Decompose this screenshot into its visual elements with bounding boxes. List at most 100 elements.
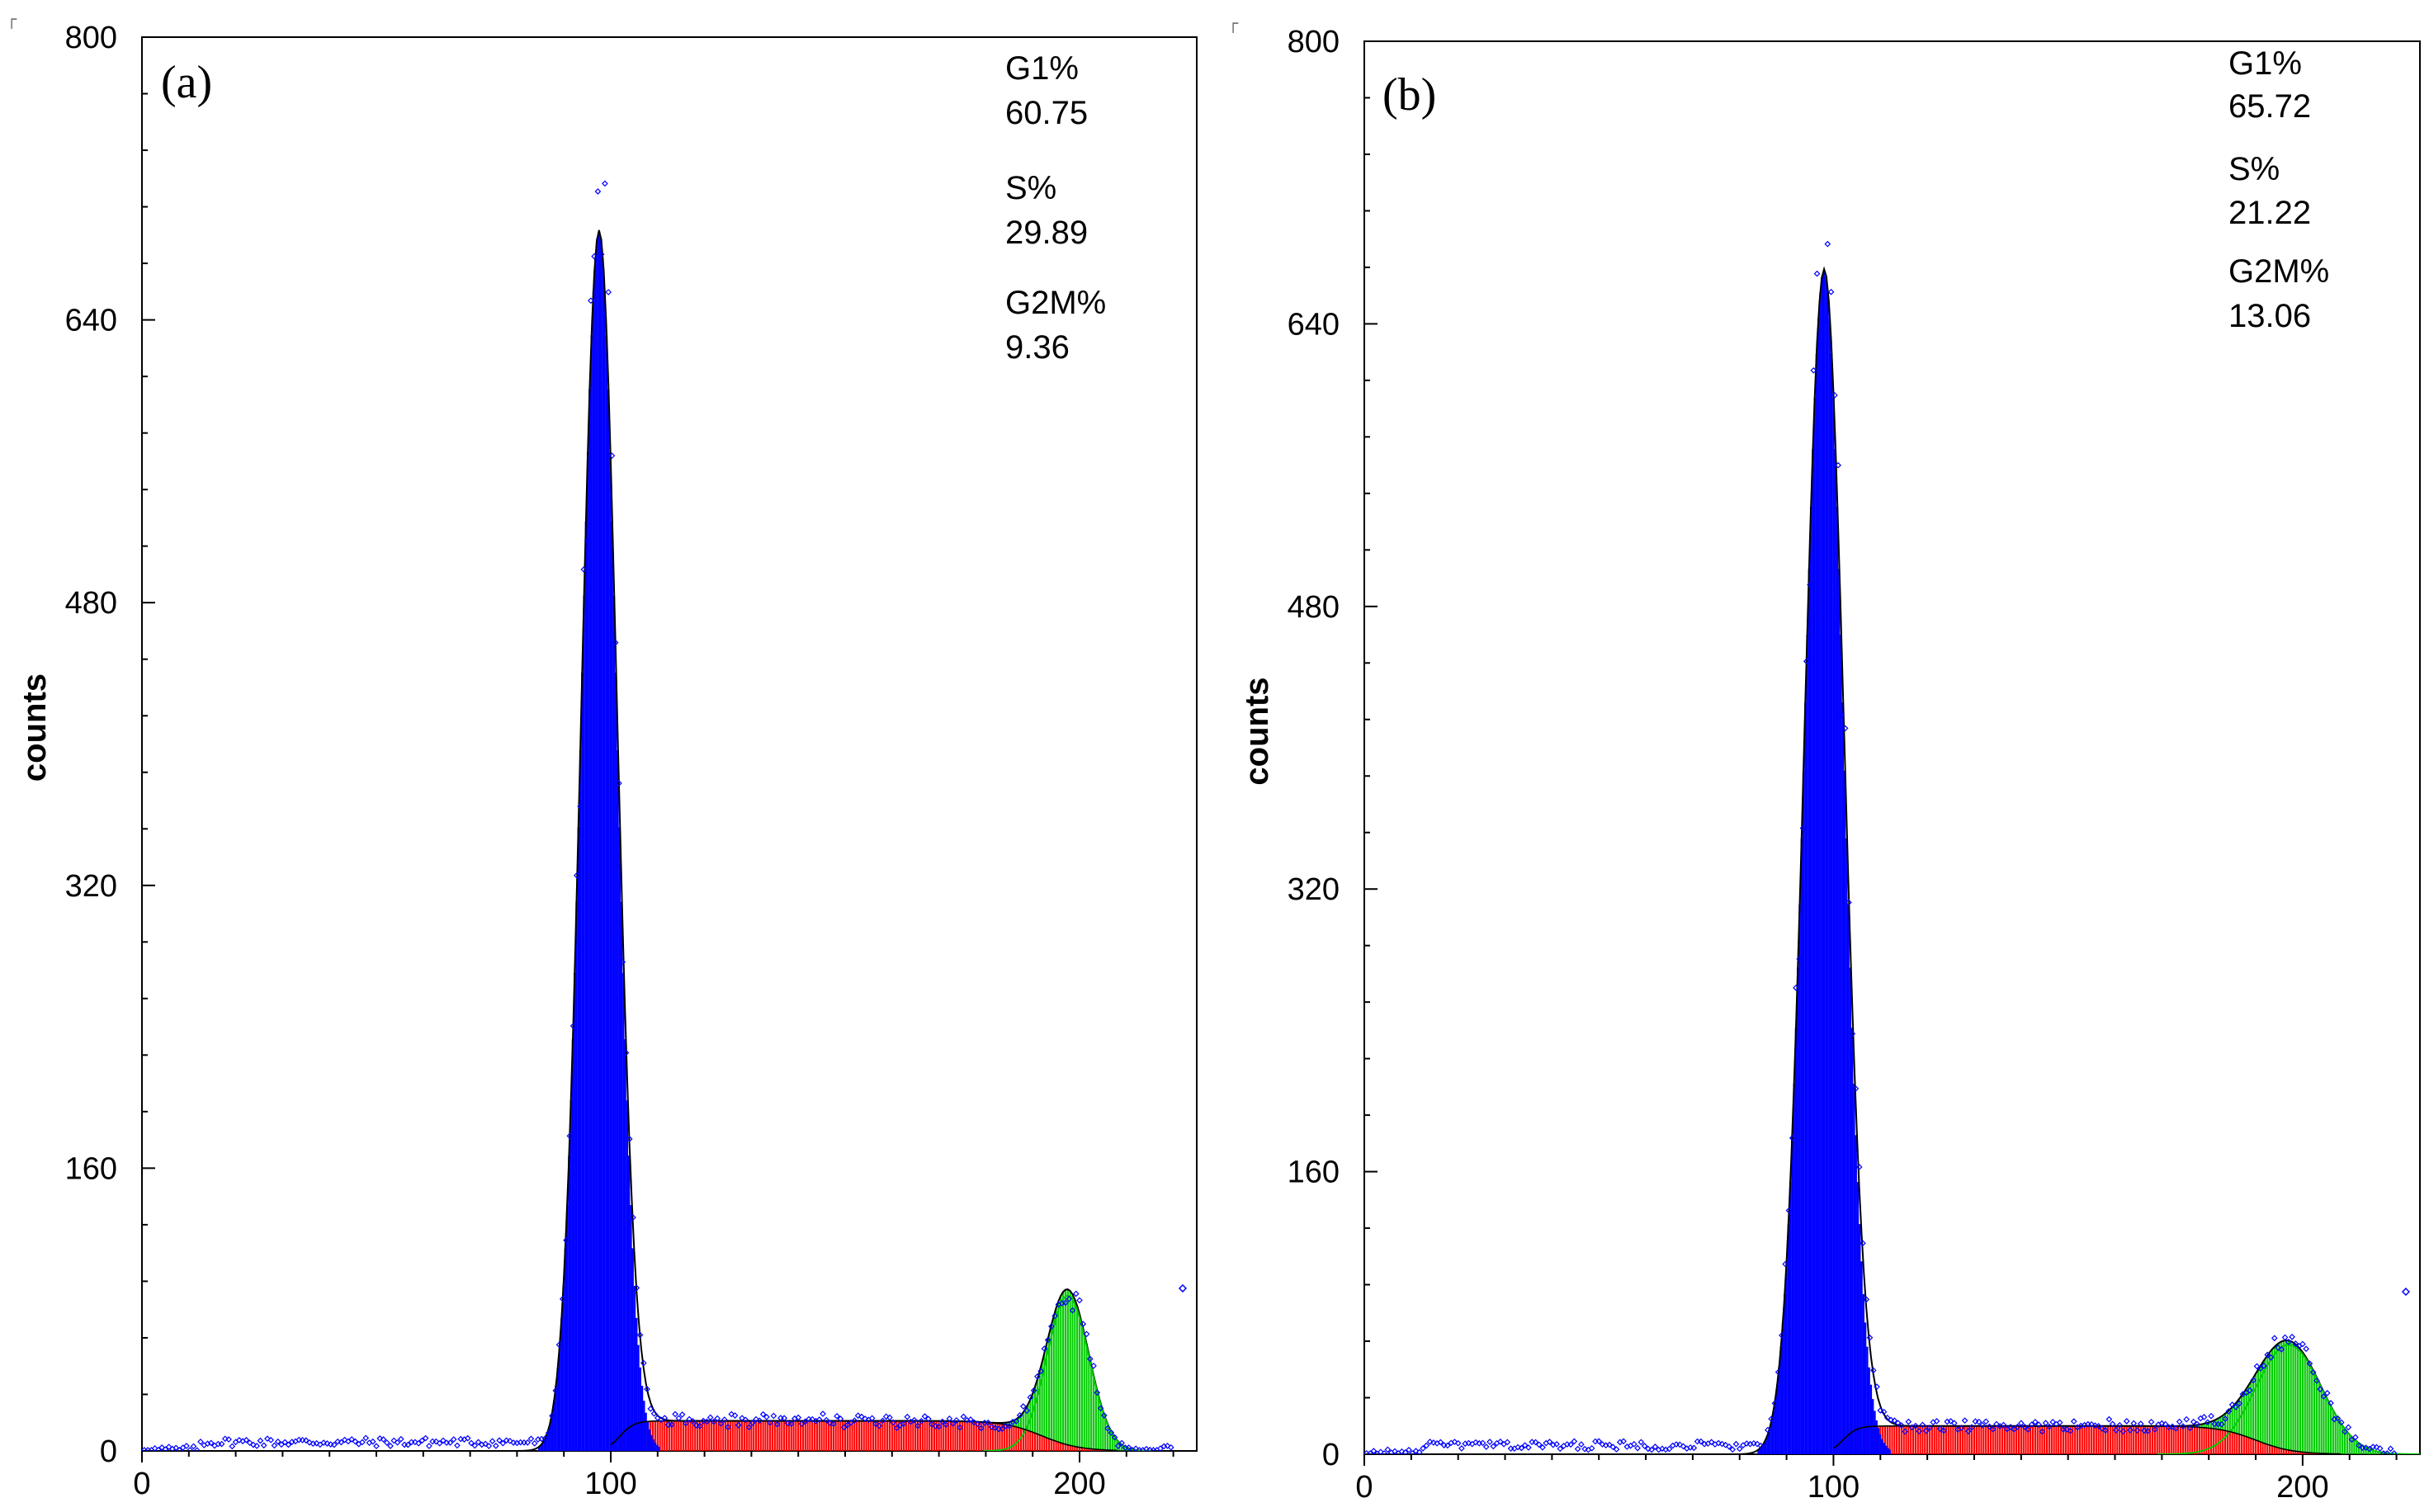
data-point [1631,1440,1637,1448]
data-point [2091,1422,2099,1429]
data-point [1912,1422,1919,1429]
data-point [1406,1446,1412,1453]
data-point [2148,1419,2155,1425]
data-point [2390,1450,2398,1454]
data-point [341,1436,348,1443]
stat-label: G2M% [2228,253,2329,290]
x-tick-label: 100 [584,1467,636,1501]
panel-label: (a) [161,57,212,108]
stat-label: S% [2228,151,2280,187]
data-point [2102,1427,2109,1434]
data-point [432,1438,440,1445]
data-point [580,566,588,573]
data-point [1479,1439,1486,1447]
data-point [756,1417,763,1425]
data-point [759,1410,767,1418]
data-point [1891,1417,1898,1425]
data-point [2017,1420,2025,1427]
data-point [250,1441,257,1448]
data-point [844,1421,851,1429]
data-point [1535,1441,1543,1448]
data-point [644,1386,650,1392]
data-point [422,1434,429,1442]
data-point [1965,1428,1972,1434]
data-point [703,1418,711,1425]
data-point [306,1439,313,1446]
data-point [352,1438,359,1445]
data-point [1426,1439,1434,1445]
y-tick-label: 480 [65,586,117,621]
data-point [362,1434,370,1442]
data-point [1841,725,1849,732]
data-point [1743,1440,1751,1447]
data-point [1613,1446,1620,1453]
data-point [1430,1439,1437,1446]
data-point [837,1415,844,1422]
data-point [541,1434,549,1442]
data-point [1620,1438,1627,1445]
data-point [1807,581,1813,588]
data-point [1072,1290,1080,1297]
data-point [1378,1448,1384,1454]
data-point [1666,1445,1673,1453]
data-point [829,1420,837,1428]
data-point [246,1439,253,1446]
data-point [2025,1426,2032,1433]
panel-label: (b) [1382,69,1436,120]
data-point [735,1421,742,1429]
data-point [711,1418,717,1425]
data-point [921,1413,929,1420]
data-point [2384,1450,2391,1454]
data-point [602,180,608,187]
data-point [1750,1439,1757,1447]
data-point [1817,342,1824,349]
data-point [1765,1426,1771,1434]
data-point [2247,1387,2253,1394]
data-point [714,1415,721,1422]
data-point [2007,1424,2014,1430]
data-point [1926,1425,1933,1431]
data-point [731,1412,739,1419]
data-point [939,1418,946,1425]
data-point [257,1437,264,1444]
y-axis-label: counts [1239,677,1275,785]
data-point [1097,1405,1104,1412]
data-point [545,1429,552,1437]
data-point [2317,1386,2324,1393]
data-point [1796,956,1803,962]
data-point [1634,1444,1641,1452]
data-point [2049,1419,2057,1425]
data-point [985,1419,992,1426]
data-point [176,1447,183,1451]
data-point [1919,1421,1926,1429]
data-point [1451,1439,1458,1445]
data-point [1645,1445,1652,1453]
data-point [2348,1436,2356,1443]
stat-value: 21.22 [2228,195,2311,231]
data-point [2109,1420,2116,1428]
data-point [1574,1445,1581,1453]
data-point [475,1439,482,1446]
data-point [798,1420,806,1427]
data-point [236,1437,243,1443]
data-point [826,1420,834,1426]
data-point [2278,1346,2285,1353]
data-point [2204,1419,2211,1426]
data-point [1718,1440,1726,1448]
data-point [2186,1425,2194,1432]
data-point [1774,1368,1782,1376]
data-point [960,1413,967,1420]
data-point [1062,1299,1069,1306]
outlier-point [2401,1288,2411,1297]
data-point [489,1438,496,1445]
data-point [1860,1240,1866,1247]
data-point [1933,1418,1940,1425]
data-point [440,1437,447,1444]
data-point [770,1412,777,1420]
data-point [436,1439,443,1447]
data-point [2113,1426,2119,1434]
data-point [485,1443,493,1449]
data-point [1708,1439,1715,1446]
data-point [285,1441,292,1448]
data-point [2306,1360,2313,1367]
